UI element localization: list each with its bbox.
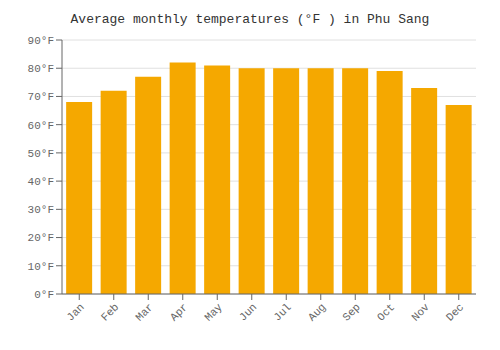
svg-text:Mar: Mar	[133, 301, 155, 323]
svg-text:90°F: 90°F	[28, 35, 54, 47]
html-text:Average monthly temperatures (: Average monthly temperatures (°F ) in Ph…	[70, 12, 430, 27]
svg-text:Nov: Nov	[409, 301, 432, 324]
svg-text:Aug: Aug	[306, 301, 328, 323]
svg-text:Feb: Feb	[99, 301, 121, 323]
svg-text:0°F: 0°F	[34, 289, 54, 301]
svg-text:May: May	[202, 301, 225, 324]
svg-text:70°F: 70°F	[28, 91, 54, 103]
svg-text:40°F: 40°F	[28, 176, 54, 188]
svg-text:20°F: 20°F	[28, 232, 54, 244]
svg-text:Oct: Oct	[375, 301, 397, 323]
svg-text:Jan: Jan	[64, 301, 86, 323]
svg-text:Dec: Dec	[444, 301, 466, 323]
svg-text:Jun: Jun	[237, 301, 259, 323]
svg-text:80°F: 80°F	[28, 63, 54, 75]
svg-text:Jul: Jul	[271, 301, 293, 323]
svg-text:Sep: Sep	[340, 301, 362, 323]
svg-text:Apr: Apr	[168, 301, 190, 323]
svg-text:10°F: 10°F	[28, 261, 54, 273]
svg-text:30°F: 30°F	[28, 204, 54, 216]
svg-text:50°F: 50°F	[28, 148, 54, 160]
svg-text:60°F: 60°F	[28, 120, 54, 132]
